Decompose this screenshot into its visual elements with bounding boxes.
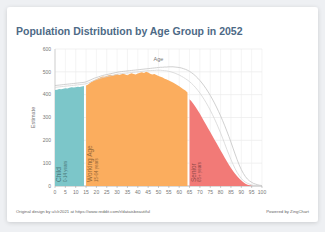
x-grid-line <box>241 49 242 186</box>
x-tick-label: 75 <box>207 189 213 195</box>
x-tick-label: 45 <box>145 189 151 195</box>
credit: Original design by u/clr2021 at https://… <box>16 209 150 214</box>
area-range: 15-64 years <box>94 157 99 182</box>
x-tick-label: 15 <box>83 189 89 195</box>
x-tick-label: 50 <box>156 189 162 195</box>
grid <box>55 49 262 186</box>
powered-by[interactable]: Powered by ZingChart <box>266 209 310 214</box>
x-tick-label: 90 <box>239 189 245 195</box>
x-tick-label: 55 <box>166 189 172 195</box>
y-tick-label: 600 <box>43 46 52 52</box>
area-label: Senior65+ years <box>190 161 203 182</box>
x-tick-label: 20 <box>94 189 100 195</box>
y-tick-label: 500 <box>43 69 52 75</box>
title: Population Distribution by Age Group in … <box>16 25 243 37</box>
area-name: Senior <box>190 162 197 182</box>
x-grid-line <box>262 49 263 186</box>
y-tick-label: 400 <box>43 91 52 97</box>
x-grid-line <box>230 49 231 186</box>
x-grid-line <box>251 49 252 186</box>
x-tick-label: 70 <box>197 189 203 195</box>
line <box>55 67 262 186</box>
x-tick-label: 0 <box>54 189 57 195</box>
x-tick-label: 80 <box>218 189 224 195</box>
x-tick-label: 95 <box>249 189 255 195</box>
y-tick-label: 300 <box>43 114 52 120</box>
x-axis-title: Age <box>154 56 164 62</box>
y-tick-label: 0 <box>48 183 51 189</box>
y-tick-label: 100 <box>43 160 52 166</box>
x-tick-label: 85 <box>228 189 234 195</box>
x-tick-label: 5 <box>64 189 67 195</box>
area <box>86 72 187 186</box>
area-label: Child0-14 years <box>55 160 68 182</box>
area-label: Working Age15-64 years <box>86 145 99 182</box>
y-tick-label: 200 <box>43 137 52 143</box>
x-tick-label: 25 <box>104 189 110 195</box>
area-range: 65+ years <box>197 161 202 182</box>
x-tick-label: 40 <box>135 189 141 195</box>
chart: Population Distribution by Age Group in … <box>0 0 325 232</box>
area-name: Child <box>55 167 62 182</box>
area-range: 0-14 years <box>63 160 68 182</box>
area <box>190 99 262 186</box>
x-tick-label: 65 <box>187 189 193 195</box>
plot-area <box>55 67 262 186</box>
x-tick-label: 10 <box>73 189 79 195</box>
x-tick-label: 100 <box>258 189 267 195</box>
y-axis-title: Estimate <box>30 107 36 128</box>
line <box>55 70 262 186</box>
x-tick-label: 60 <box>176 189 182 195</box>
card <box>7 7 318 222</box>
area <box>55 86 84 186</box>
x-tick-label: 35 <box>125 189 131 195</box>
x-tick-label: 30 <box>114 189 120 195</box>
